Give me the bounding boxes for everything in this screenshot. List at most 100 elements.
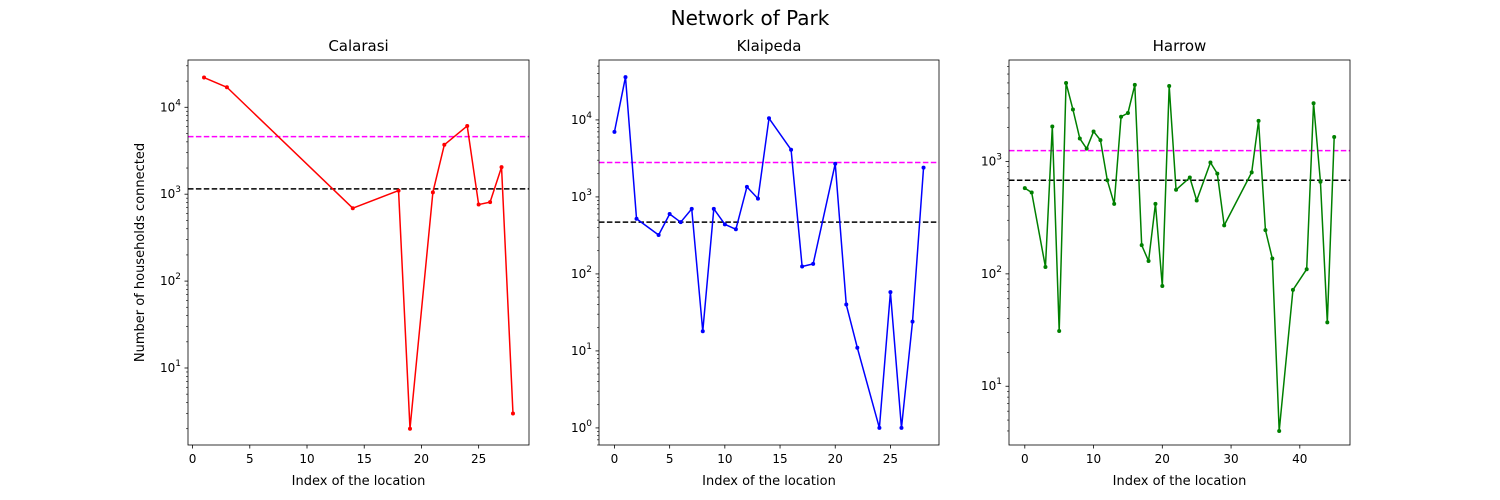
y-tick-label: 102 [160, 272, 181, 288]
x-tick-label: 10 [299, 452, 314, 466]
y-tick-label-base: 10 [160, 187, 175, 201]
data-point [1318, 179, 1323, 184]
data-point [1022, 186, 1027, 191]
axes-frame [187, 59, 530, 446]
subplot-title: Calarasi [328, 37, 388, 55]
data-point [910, 319, 915, 324]
data-point [1132, 82, 1137, 87]
y-tick-label-base: 10 [160, 274, 175, 288]
data-point [488, 200, 493, 205]
data-point [442, 142, 447, 147]
data-point [510, 411, 515, 416]
data-point [1222, 223, 1227, 228]
data-point [899, 425, 904, 430]
x-tick-label: 0 [189, 452, 197, 466]
data-point [1290, 287, 1295, 292]
data-point [430, 190, 435, 195]
x-tick-label: 5 [666, 452, 674, 466]
data-point [678, 220, 683, 225]
y-tick-label-base: 10 [571, 421, 586, 435]
y-tick-label: 103 [981, 152, 1002, 168]
data-point [1187, 175, 1192, 180]
y-tick-label-exponent: 2 [996, 265, 1002, 275]
y-axis-label: Number of households connected [133, 143, 148, 362]
data-point [656, 233, 661, 238]
x-tick-label: 10 [717, 452, 732, 466]
data-point [800, 264, 805, 269]
data-point [1070, 107, 1075, 112]
y-tick-label: 103 [160, 185, 181, 201]
data-point [1277, 428, 1282, 433]
data-point [1256, 118, 1261, 123]
x-tick-label: 10 [1086, 452, 1101, 466]
y-tick-label: 103 [571, 188, 592, 204]
y-tick-label-base: 10 [981, 154, 996, 168]
data-point [1263, 228, 1268, 233]
data-point [407, 426, 412, 431]
data-point [767, 116, 771, 121]
data-point [1194, 198, 1199, 203]
data-point [888, 290, 893, 295]
data-point [1125, 111, 1130, 116]
data-point [1215, 171, 1220, 176]
data-point [1139, 243, 1144, 248]
x-tick-label: 15 [772, 452, 787, 466]
data-point [1064, 80, 1069, 85]
y-tick-label-exponent: 3 [586, 188, 592, 198]
x-tick-label: 0 [611, 452, 619, 466]
data-point [1160, 283, 1165, 288]
data-point [1311, 101, 1316, 106]
y-tick-label-exponent: 3 [996, 152, 1002, 162]
x-axis-label: Index of the location [1113, 474, 1247, 489]
y-tick-label: 101 [160, 359, 181, 375]
data-point [1050, 124, 1055, 129]
data-point [623, 75, 628, 80]
data-point [744, 184, 749, 189]
plot-area [599, 75, 939, 430]
y-tick-label-base: 10 [571, 344, 586, 358]
data-point [1304, 267, 1309, 272]
data-point [202, 75, 207, 80]
data-point [612, 129, 617, 134]
x-tick-label: 20 [1155, 452, 1170, 466]
data-point [855, 345, 860, 350]
y-tick-label: 102 [571, 265, 592, 281]
y-tick-label: 100 [571, 419, 592, 435]
data-point [733, 227, 738, 232]
data-point [1084, 146, 1089, 151]
plot-area [1009, 80, 1350, 433]
x-tick-label: 40 [1292, 452, 1307, 466]
data-point [1043, 265, 1048, 270]
y-tick-label-exponent: 0 [586, 419, 592, 429]
y-tick-label: 104 [160, 98, 181, 114]
data-point [634, 216, 639, 221]
data-point [833, 161, 838, 166]
y-tick-label-exponent: 3 [175, 185, 181, 195]
data-point [1029, 190, 1034, 195]
x-tick-label: 25 [883, 452, 898, 466]
data-point [396, 188, 401, 193]
y-tick-label: 104 [571, 111, 592, 127]
data-point [1091, 129, 1096, 134]
data-point [1098, 138, 1103, 143]
data-point [1057, 329, 1062, 334]
data-point [1153, 201, 1158, 206]
data-point [1249, 170, 1254, 175]
data-point [755, 196, 760, 201]
data-point [722, 222, 727, 227]
y-tick-label-exponent: 4 [175, 98, 181, 108]
y-tick-label-exponent: 2 [586, 265, 592, 275]
data-point [689, 206, 694, 211]
y-tick-label-base: 10 [160, 361, 175, 375]
x-tick-label: 30 [1223, 452, 1238, 466]
y-tick-label-exponent: 1 [175, 359, 181, 369]
data-point [1167, 83, 1172, 88]
y-tick-label: 102 [981, 265, 1002, 281]
x-axis-label: Index of the location [292, 474, 426, 489]
series-line [1024, 82, 1335, 432]
axes-frame [1008, 59, 1351, 446]
data-point [1119, 114, 1124, 119]
